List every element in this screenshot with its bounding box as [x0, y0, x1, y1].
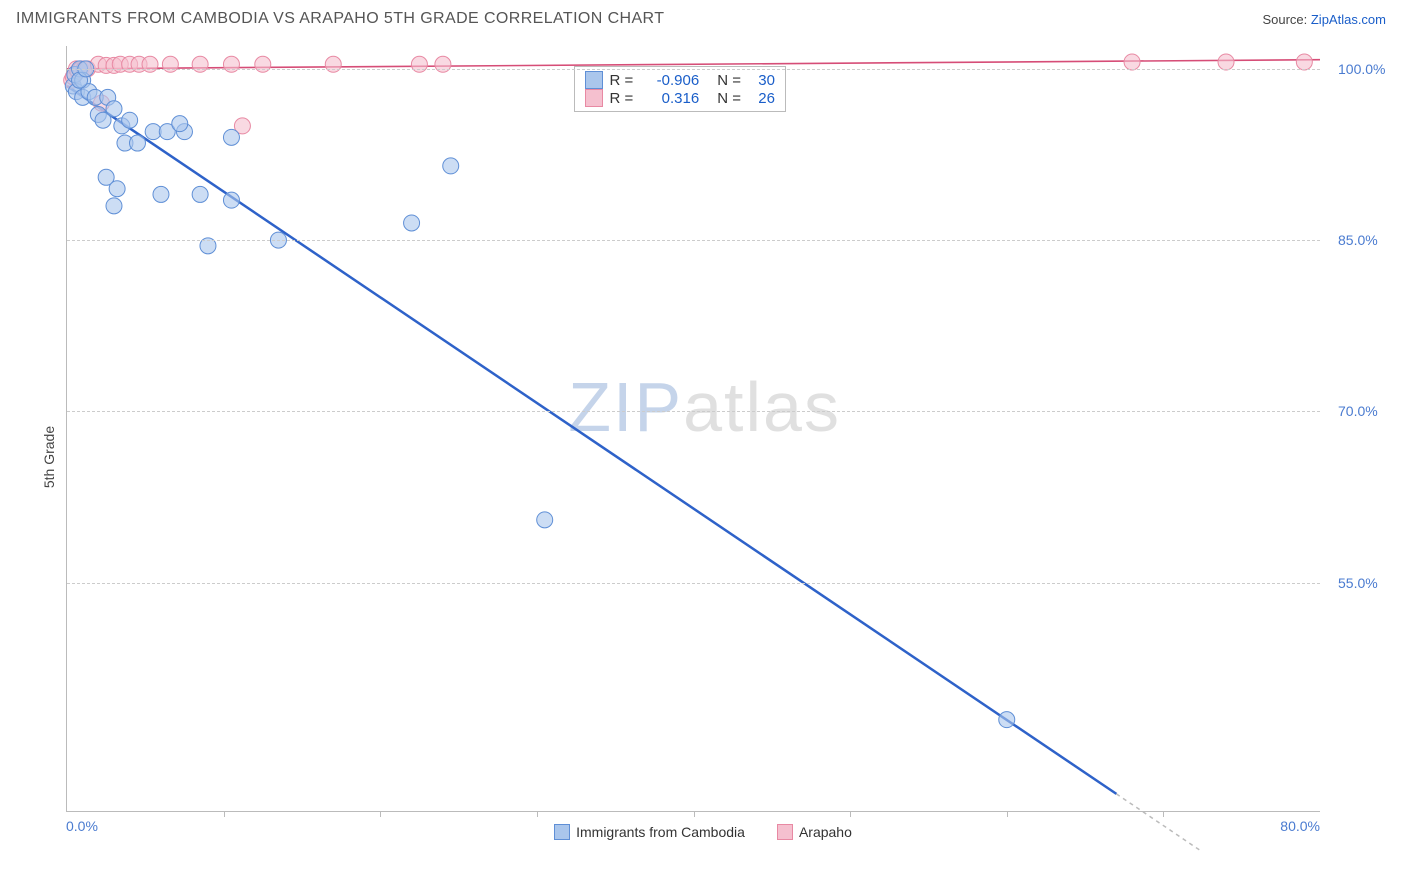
- legend-swatch: [585, 89, 603, 107]
- series-legend-item: Arapaho: [777, 824, 852, 840]
- plot-area: ZIPatlas R =-0.906N =30R =0.316N =26 100…: [66, 46, 1320, 812]
- x-tick-mark: [1163, 811, 1164, 817]
- legend-swatch: [777, 824, 793, 840]
- data-point: [106, 198, 122, 214]
- data-point: [172, 116, 188, 132]
- data-point: [129, 135, 145, 151]
- plot-svg: [67, 46, 1320, 811]
- x-tick-mark: [537, 811, 538, 817]
- chart-source: Source: ZipAtlas.com: [1262, 12, 1386, 27]
- r-value: -0.906: [639, 72, 699, 89]
- data-point: [192, 56, 208, 72]
- chart-container: 5th Grade ZIPatlas R =-0.906N =30R =0.31…: [16, 46, 1390, 868]
- series-legend-label: Arapaho: [799, 824, 852, 840]
- data-point: [999, 712, 1015, 728]
- x-tick-mark: [380, 811, 381, 817]
- n-value: 30: [747, 72, 775, 89]
- data-point: [325, 56, 341, 72]
- data-point: [223, 192, 239, 208]
- n-label: N =: [717, 90, 741, 107]
- r-label: R =: [609, 72, 633, 89]
- gridline: [67, 69, 1320, 70]
- series-legend-label: Immigrants from Cambodia: [576, 824, 745, 840]
- x-tick-mark: [694, 811, 695, 817]
- y-tick-label: 55.0%: [1338, 575, 1378, 591]
- data-point: [1218, 54, 1234, 70]
- data-point: [1124, 54, 1140, 70]
- data-point: [106, 101, 122, 117]
- data-point: [153, 186, 169, 202]
- data-point: [109, 181, 125, 197]
- gridline: [67, 240, 1320, 241]
- chart-header: IMMIGRANTS FROM CAMBODIA VS ARAPAHO 5TH …: [0, 0, 1406, 34]
- data-point: [411, 56, 427, 72]
- data-point: [1296, 54, 1312, 70]
- y-tick-label: 70.0%: [1338, 403, 1378, 419]
- legend-swatch: [585, 71, 603, 89]
- chart-title: IMMIGRANTS FROM CAMBODIA VS ARAPAHO 5TH …: [16, 10, 664, 28]
- data-point: [122, 112, 138, 128]
- source-prefix: Source:: [1262, 12, 1310, 27]
- data-point: [255, 56, 271, 72]
- source-link[interactable]: ZipAtlas.com: [1311, 12, 1386, 27]
- data-point: [537, 512, 553, 528]
- gridline: [67, 583, 1320, 584]
- x-tick-mark: [224, 811, 225, 817]
- data-point: [162, 56, 178, 72]
- data-point: [142, 56, 158, 72]
- series-legend: Immigrants from Cambodia Arapaho: [16, 824, 1390, 840]
- y-tick-label: 85.0%: [1338, 232, 1378, 248]
- correlation-legend: R = -0.906 N = 30 R = 0.316 N = 26: [574, 66, 786, 112]
- y-tick-label: 100.0%: [1338, 61, 1385, 77]
- r-value: 0.316: [639, 90, 699, 107]
- regression-line: [67, 86, 1116, 794]
- n-value: 26: [747, 90, 775, 107]
- gridline: [67, 411, 1320, 412]
- data-point: [443, 158, 459, 174]
- series-legend-item: Immigrants from Cambodia: [554, 824, 745, 840]
- data-point: [223, 129, 239, 145]
- data-point: [192, 186, 208, 202]
- correlation-legend-row: R = 0.316 N = 26: [585, 89, 775, 107]
- data-point: [223, 56, 239, 72]
- r-label: R =: [609, 90, 633, 107]
- n-label: N =: [717, 72, 741, 89]
- data-point: [404, 215, 420, 231]
- x-tick-mark: [850, 811, 851, 817]
- correlation-legend-row: R = -0.906 N = 30: [585, 71, 775, 89]
- legend-swatch: [554, 824, 570, 840]
- y-axis-label: 5th Grade: [41, 426, 57, 488]
- data-point: [435, 56, 451, 72]
- x-tick-mark: [1007, 811, 1008, 817]
